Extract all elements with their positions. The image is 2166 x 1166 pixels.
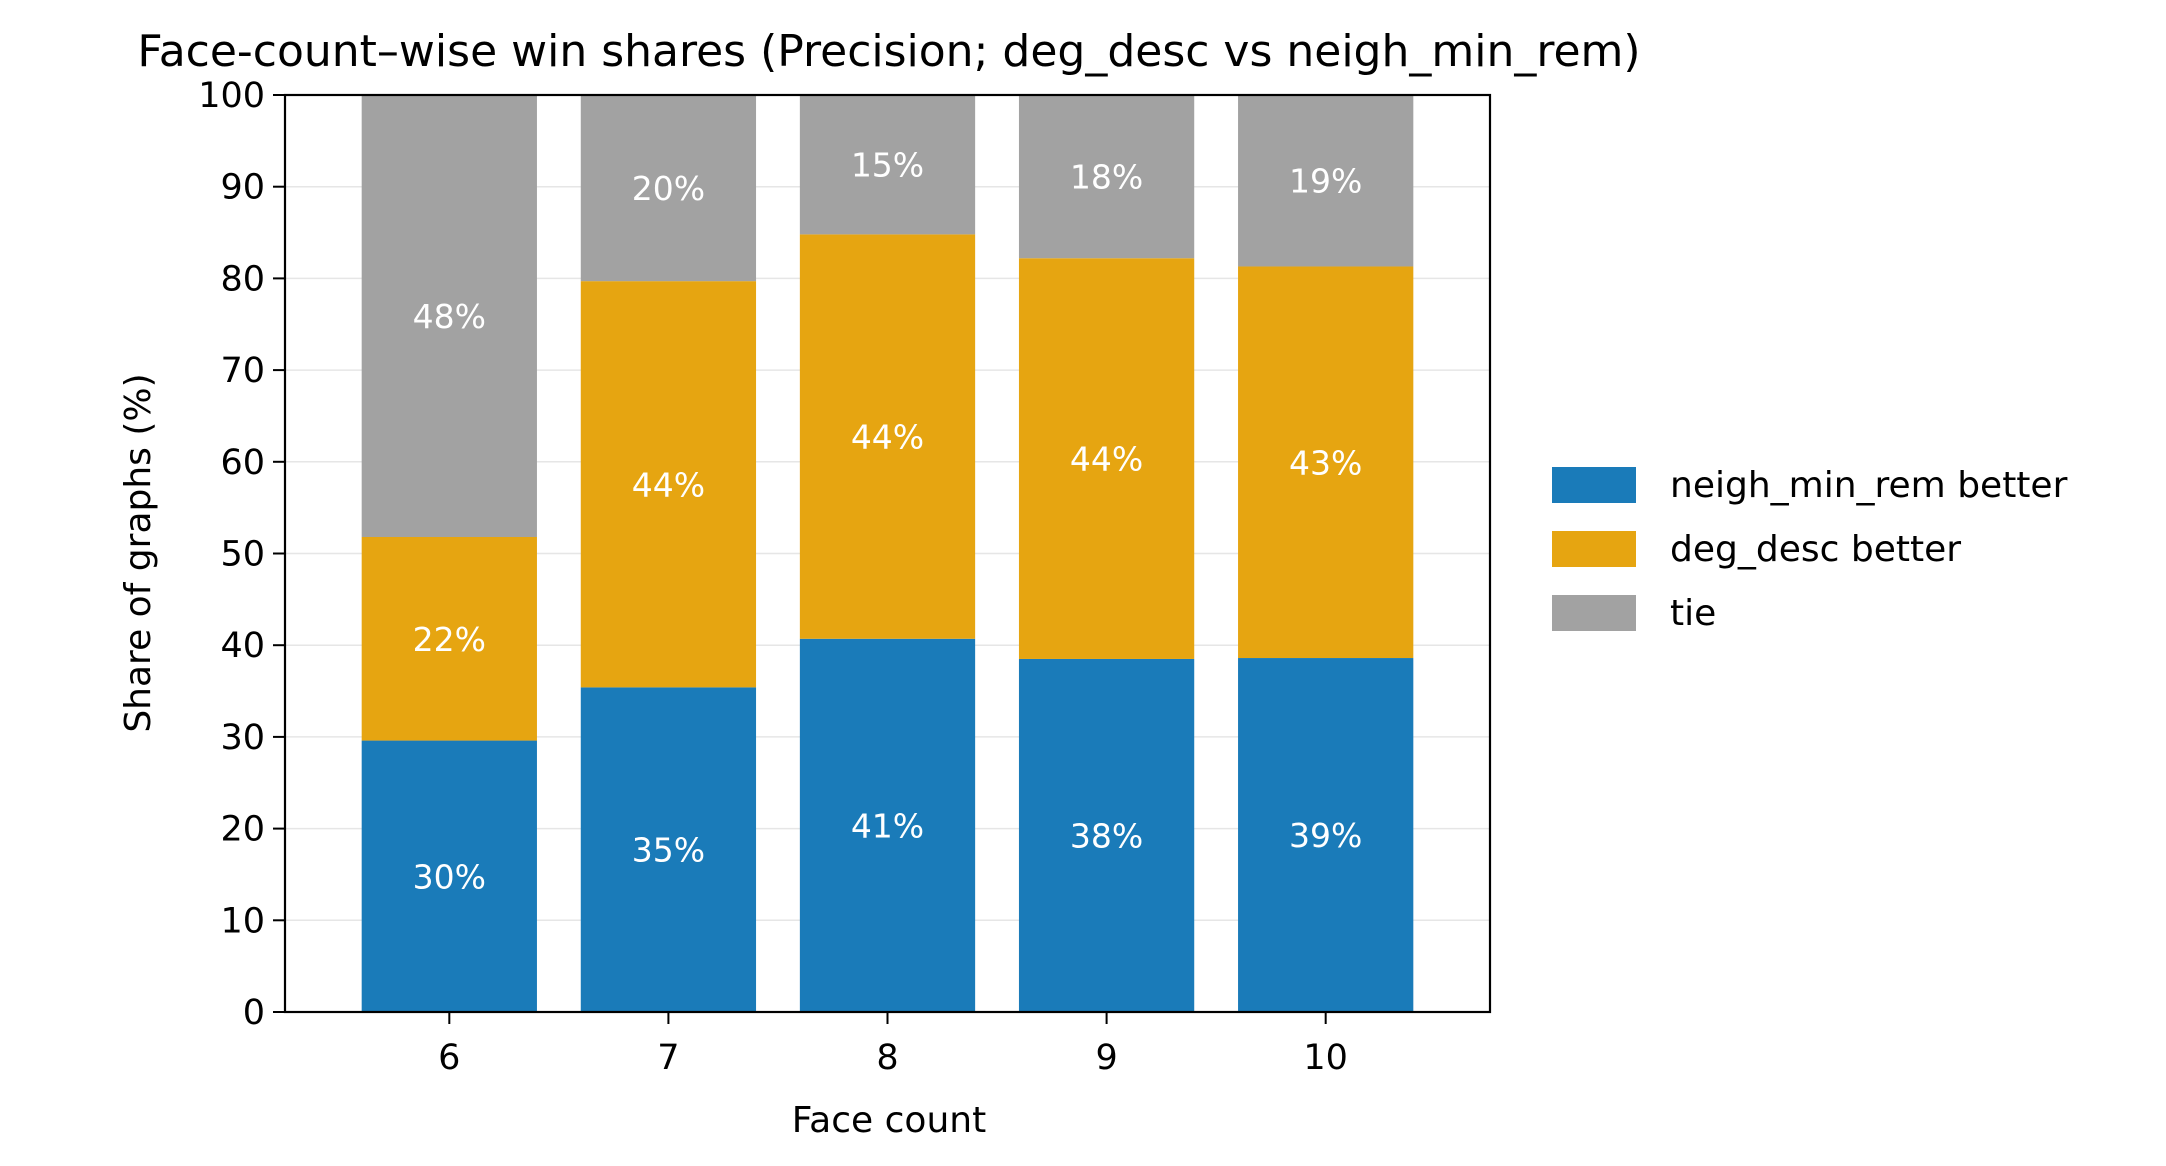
legend-label: neigh_min_rem better bbox=[1670, 465, 2068, 506]
data-label: 48% bbox=[413, 297, 486, 336]
bar-segment-1-3 bbox=[1018, 258, 1195, 659]
bar-segment-0-2 bbox=[799, 638, 976, 1012]
y-tick-label: 100 bbox=[198, 76, 265, 116]
axis-ticks: 0 10 20 30 40 50 60 70 80 90 100 6 7 8 9 10 bbox=[198, 76, 1348, 1078]
chart-title: Face-count–wise win shares (Precision; d… bbox=[137, 26, 1640, 77]
bar-segment-2-4 bbox=[1238, 95, 1414, 267]
bar-segment-1-1 bbox=[580, 281, 757, 688]
bar-segment-2-1 bbox=[580, 95, 757, 282]
x-tick-label: 7 bbox=[657, 1038, 679, 1078]
data-label: 44% bbox=[632, 465, 705, 504]
bar-segment-1-0 bbox=[361, 536, 537, 741]
bar-segment-1-4 bbox=[1238, 266, 1414, 659]
bar-segment-0-0 bbox=[361, 740, 537, 1012]
data-labels: 30% 22% 48% 35% 44% 20% 41% 44% 15% 38% 44% 18% 39% 4… bbox=[413, 146, 1363, 897]
bar-segment-1-2 bbox=[799, 234, 976, 639]
bar-segment-0-3 bbox=[1018, 658, 1195, 1012]
legend-swatch-2 bbox=[1552, 595, 1636, 631]
x-tick-label: 10 bbox=[1303, 1038, 1348, 1078]
y-tick-label: 60 bbox=[220, 443, 265, 483]
bar-segment-0-4 bbox=[1238, 658, 1414, 1012]
data-label: 43% bbox=[1289, 443, 1362, 482]
data-label: 22% bbox=[413, 620, 486, 659]
legend-label: tie bbox=[1670, 593, 1716, 634]
legend: neigh_min_rem better deg_desc better tie bbox=[1552, 465, 2068, 634]
y-tick-label: 90 bbox=[220, 168, 265, 208]
y-tick-label: 50 bbox=[220, 535, 265, 575]
data-label: 15% bbox=[851, 146, 924, 185]
data-label: 44% bbox=[1070, 440, 1143, 479]
y-axis-label: Share of graphs (%) bbox=[118, 373, 159, 732]
data-label: 38% bbox=[1070, 816, 1143, 855]
data-label: 44% bbox=[851, 418, 924, 457]
y-tick-label: 30 bbox=[220, 718, 265, 758]
data-label: 19% bbox=[1289, 162, 1362, 201]
data-label: 30% bbox=[413, 857, 486, 896]
x-axis-label: Face count bbox=[792, 1100, 986, 1141]
legend-swatch-0 bbox=[1552, 467, 1636, 503]
bars bbox=[361, 95, 1414, 1012]
y-tick-label: 20 bbox=[220, 810, 265, 850]
legend-swatch-1 bbox=[1552, 531, 1636, 567]
y-tick-label: 70 bbox=[220, 351, 265, 391]
y-tick-label: 40 bbox=[220, 626, 265, 666]
x-tick-label: 8 bbox=[876, 1038, 898, 1078]
data-label: 18% bbox=[1070, 158, 1143, 197]
data-label: 20% bbox=[632, 169, 705, 208]
x-tick-label: 9 bbox=[1095, 1038, 1117, 1078]
bar-segment-0-1 bbox=[580, 687, 757, 1012]
data-label: 41% bbox=[851, 806, 924, 845]
bar-segment-2-0 bbox=[361, 95, 537, 537]
y-tick-label: 10 bbox=[220, 901, 265, 941]
data-label: 35% bbox=[632, 831, 705, 870]
bar-segment-2-2 bbox=[799, 95, 976, 235]
x-tick-label: 6 bbox=[438, 1038, 460, 1078]
legend-label: deg_desc better bbox=[1670, 529, 1961, 570]
y-tick-label: 80 bbox=[220, 259, 265, 299]
y-tick-label: 0 bbox=[243, 993, 265, 1033]
data-label: 39% bbox=[1289, 816, 1362, 855]
bar-segment-2-3 bbox=[1018, 95, 1195, 259]
